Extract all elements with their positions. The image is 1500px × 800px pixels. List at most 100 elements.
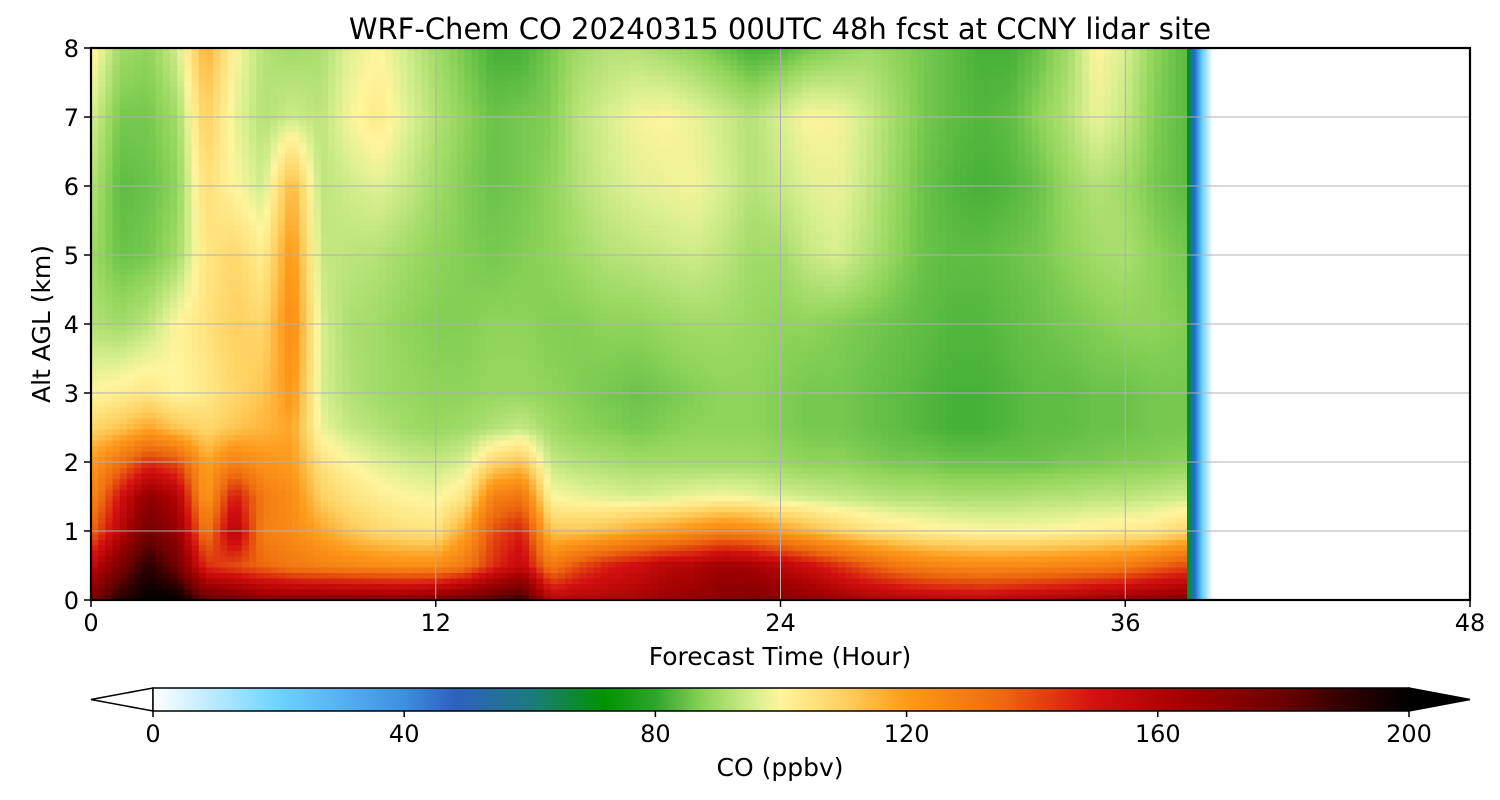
heatmap-cell (1132, 517, 1141, 524)
heatmap-cell (1082, 489, 1090, 496)
heatmap-cell (888, 478, 897, 485)
heatmap-cell (105, 434, 114, 441)
heatmap-cell (1125, 533, 1134, 540)
heatmap-cell (1175, 588, 1184, 596)
heatmap-cell (787, 572, 796, 579)
heatmap-cell (119, 423, 128, 430)
heatmap-cell (1118, 439, 1126, 447)
heatmap-cell (241, 577, 250, 585)
heatmap-cell (428, 500, 437, 507)
heatmap-cell (399, 566, 408, 573)
heatmap-cell (931, 544, 940, 551)
heatmap-cell (1139, 561, 1148, 568)
heatmap-cell (177, 467, 185, 474)
heatmap-cell (895, 550, 904, 557)
heatmap-cell (701, 423, 710, 430)
heatmap-cell (1089, 561, 1098, 568)
heatmap-cell (723, 561, 731, 568)
heatmap-cell (392, 511, 401, 518)
heatmap-cell (292, 473, 300, 480)
heatmap-cell (1046, 566, 1055, 573)
heatmap-cell (507, 588, 516, 596)
heatmap-cell (1060, 583, 1069, 590)
heatmap-cell (191, 566, 200, 573)
heatmap-cell (960, 533, 968, 540)
heatmap-cell (349, 428, 358, 435)
heatmap-cell (1139, 423, 1148, 430)
heatmap-cell (888, 583, 897, 590)
heatmap-cell (256, 428, 264, 435)
heatmap-cell (342, 506, 351, 513)
heatmap-cell (1089, 456, 1098, 463)
heatmap-cell (270, 434, 279, 441)
heatmap-cell (421, 506, 430, 513)
heatmap-cell (1053, 517, 1062, 524)
heatmap-cell (723, 522, 731, 529)
heatmap-cell (249, 489, 257, 496)
heatmap-cell (148, 588, 157, 596)
heatmap-cell (1024, 495, 1033, 502)
heatmap-cell (162, 517, 171, 524)
heatmap-cell (277, 522, 286, 529)
heatmap-cell (1103, 550, 1112, 557)
plot-area (89, 46, 1472, 602)
heatmap-cell (845, 489, 853, 496)
heatmap-cell (557, 555, 566, 562)
heatmap-cell (141, 533, 150, 540)
heatmap-cell (385, 583, 394, 590)
heatmap-cell (600, 467, 609, 474)
heatmap-cell (277, 484, 286, 491)
heatmap-cell (227, 594, 236, 600)
heatmap-cell (306, 495, 315, 502)
heatmap-cell (665, 539, 674, 546)
heatmap-cell (651, 495, 659, 502)
heatmap-cell (895, 500, 904, 507)
heatmap-cell (1139, 467, 1148, 474)
heatmap-cell (141, 467, 150, 474)
heatmap-cell (780, 445, 789, 452)
heatmap-cell (967, 588, 976, 596)
heatmap-cell (550, 561, 559, 568)
heatmap-cell (442, 577, 451, 585)
heatmap-cell (737, 555, 746, 562)
heatmap-cell (651, 428, 659, 435)
heatmap-cell (1010, 572, 1019, 579)
heatmap-cell (256, 456, 264, 463)
heatmap-cell (1024, 539, 1033, 546)
heatmap-cell (651, 456, 659, 463)
heatmap-cell (600, 489, 609, 496)
heatmap-cell (651, 561, 659, 568)
heatmap-cell (723, 495, 731, 502)
heatmap-cell (399, 467, 408, 474)
heatmap-cell (701, 533, 710, 540)
heatmap-cell (1003, 506, 1011, 513)
heatmap-cell (988, 594, 997, 600)
heatmap-cell (1039, 572, 1047, 579)
heatmap-cell (658, 478, 667, 485)
heatmap-cell (931, 489, 940, 496)
heatmap-cell (658, 500, 667, 507)
heatmap-cell (1110, 577, 1119, 585)
heatmap-cell (1046, 588, 1055, 596)
heatmap-cell (105, 511, 114, 518)
heatmap-cell (148, 439, 157, 447)
heatmap-cell (924, 511, 932, 518)
heatmap-cell (701, 484, 710, 491)
heatmap-cell (600, 506, 609, 513)
heatmap-cell (514, 450, 523, 458)
heatmap-cell (112, 577, 121, 585)
heatmap-cell (399, 588, 408, 596)
heatmap-cell (270, 517, 279, 524)
heatmap-cell (543, 445, 552, 452)
heatmap-cell (938, 517, 947, 524)
heatmap-cell (363, 445, 372, 452)
heatmap-cell (105, 533, 114, 540)
heatmap-cell (414, 594, 422, 600)
heatmap-cell (1017, 561, 1026, 568)
heatmap-cell (916, 583, 925, 590)
heatmap-cell (292, 550, 300, 557)
heatmap-cell (450, 473, 458, 480)
heatmap-cell (184, 467, 193, 474)
heatmap-cell (931, 423, 940, 430)
heatmap-cell (995, 473, 1004, 480)
